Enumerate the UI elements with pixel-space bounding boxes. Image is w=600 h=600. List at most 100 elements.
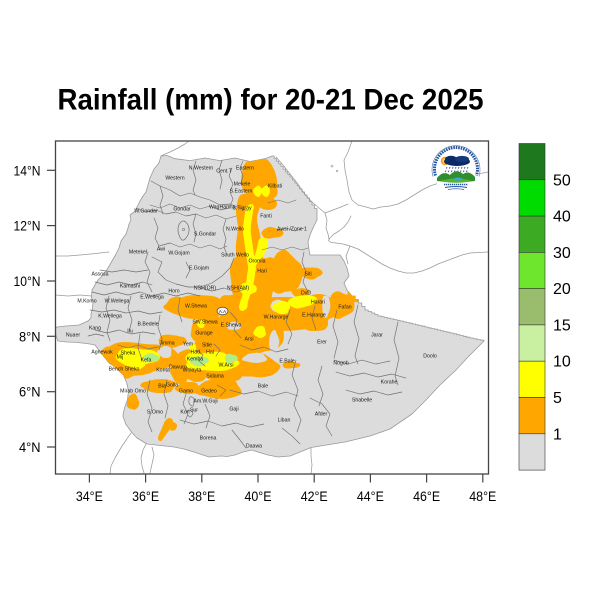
svg-text:10°N: 10°N [14, 274, 41, 290]
svg-text:Kang: Kang [89, 326, 101, 332]
svg-text:Cent.T: Cent.T [216, 169, 232, 175]
svg-text:Liban: Liban [278, 418, 291, 424]
svg-text:E.Bale: E.Bale [279, 359, 294, 365]
svg-text:Nogob: Nogob [333, 361, 348, 367]
svg-text:15: 15 [553, 317, 571, 334]
svg-text:1: 1 [553, 426, 562, 443]
svg-text:Oromia: Oromia [248, 259, 265, 265]
svg-text:Western: Western [165, 176, 184, 182]
svg-text:Kilbati: Kilbati [268, 184, 282, 190]
svg-text:Kon: Kon [180, 410, 189, 416]
svg-text:36°E: 36°E [132, 489, 159, 505]
svg-text:40: 40 [553, 209, 571, 226]
svg-text:Daawa: Daawa [246, 444, 262, 450]
svg-text:Sur: Sur [190, 408, 198, 414]
svg-text:Afder: Afder [315, 412, 328, 418]
svg-text:S.Eastern: S.Eastern [230, 189, 253, 195]
svg-text:W.Wellega: W.Wellega [105, 299, 130, 305]
svg-text:Golla: Golla [166, 383, 178, 389]
svg-text:40°E: 40°E [245, 489, 272, 505]
svg-text:E.Hararge: E.Hararge [302, 313, 326, 319]
svg-text:Hal: Hal [206, 350, 214, 356]
svg-text:8°N: 8°N [19, 329, 41, 345]
svg-text:Harari: Harari [311, 300, 325, 306]
svg-text:S.Gondar: S.Gondar [194, 232, 216, 238]
svg-text:44°E: 44°E [357, 489, 384, 505]
svg-text:E.Gojam: E.Gojam [189, 266, 209, 272]
svg-text:N.Wello: N.Wello [226, 227, 244, 233]
svg-text:Eastern: Eastern [236, 166, 254, 172]
svg-text:M.Komo: M.Komo [77, 299, 96, 305]
svg-text:14°N: 14°N [14, 163, 41, 179]
svg-text:Fanti: Fanti [260, 214, 272, 220]
svg-text:48°E: 48°E [469, 489, 496, 505]
svg-text:Mirab Omo: Mirab Omo [120, 389, 146, 395]
svg-text:Bale: Bale [258, 384, 268, 390]
svg-text:N.Western: N.Western [189, 166, 214, 172]
svg-text:NSH(OR): NSH(OR) [194, 286, 216, 292]
svg-text:Kefa: Kefa [141, 358, 152, 364]
svg-text:W.Shewa: W.Shewa [185, 304, 207, 310]
svg-text:Mij: Mij [117, 355, 124, 361]
svg-text:B.Bedele: B.Bedele [137, 322, 158, 328]
svg-text:Gaji: Gaji [229, 407, 238, 413]
svg-text:Fafan: Fafan [338, 305, 351, 311]
svg-text:A.A: A.A [219, 309, 226, 314]
svg-text:Bench Sheko: Bench Sheko [109, 367, 140, 373]
svg-text:Horo: Horo [168, 289, 179, 295]
svg-text:Assosa: Assosa [91, 272, 108, 278]
svg-text:W.Arsi: W.Arsi [219, 363, 234, 369]
svg-text:Metekel: Metekel [129, 250, 147, 256]
svg-text:12°N: 12°N [14, 219, 41, 235]
svg-text:W.Hararge: W.Hararge [264, 315, 289, 321]
svg-text:E.Wellega: E.Wellega [140, 295, 164, 301]
svg-text:Doolo: Doolo [423, 354, 437, 360]
svg-text:42°E: 42°E [301, 489, 328, 505]
svg-text:NSH(AM): NSH(AM) [227, 286, 249, 292]
svg-text:Gedeo: Gedeo [201, 389, 217, 395]
svg-text:30: 30 [553, 245, 571, 262]
svg-text:10: 10 [553, 354, 571, 371]
svg-text:38°E: 38°E [188, 489, 215, 505]
svg-text:Erer: Erer [317, 340, 327, 346]
svg-text:Konta: Konta [156, 368, 170, 374]
svg-text:5: 5 [553, 390, 562, 407]
svg-text:Arsi: Arsi [245, 337, 254, 343]
svg-text:Hari: Hari [257, 269, 267, 275]
svg-text:Nuaer: Nuaer [66, 333, 80, 339]
svg-text:Awsi /Zone 1: Awsi /Zone 1 [277, 227, 307, 233]
svg-text:SW.Shewa: SW.Shewa [192, 320, 217, 326]
svg-text:Gondar: Gondar [173, 207, 191, 213]
svg-text:South Wello: South Wello [221, 253, 249, 259]
svg-text:Dawuro: Dawuro [169, 365, 187, 371]
svg-text:W.Gondar: W.Gondar [134, 209, 158, 215]
svg-text:W.Guji: W.Guji [202, 399, 217, 405]
svg-text:Kemba: Kemba [187, 357, 204, 363]
svg-text:Agnewak: Agnewak [91, 350, 113, 356]
svg-text:20: 20 [553, 281, 571, 298]
svg-text:Gurage: Gurage [195, 331, 212, 337]
svg-text:Wolayta: Wolayta [183, 368, 202, 374]
svg-text:Kamashi: Kamashi [120, 284, 140, 290]
svg-text:Jimma: Jimma [159, 341, 174, 347]
svg-text:E.Shewa: E.Shewa [221, 323, 242, 329]
svg-text:Ilu: Ilu [127, 329, 133, 335]
svg-text:WagHamra: WagHamra [209, 205, 235, 211]
svg-text:Siti: Siti [304, 272, 311, 278]
svg-text:Bia: Bia [158, 384, 166, 390]
svg-text:Jarar: Jarar [371, 333, 383, 339]
svg-text:46°E: 46°E [413, 489, 440, 505]
svg-text:Am.: Am. [193, 399, 202, 405]
svg-text:Shabelle: Shabelle [352, 398, 372, 404]
svg-text:S.Omo: S.Omo [147, 410, 163, 416]
svg-text:Had.: Had. [191, 350, 202, 356]
svg-text:Gamo: Gamo [179, 389, 193, 395]
svg-text:Sidama: Sidama [206, 374, 224, 380]
svg-text:Sitie: Sitie [202, 343, 212, 349]
svg-text:Awi: Awi [157, 247, 165, 253]
svg-text:Mekele: Mekele [234, 182, 251, 188]
svg-text:Rainfall (mm) for 20-21 Dec 20: Rainfall (mm) for 20-21 Dec 2025 [58, 84, 484, 117]
svg-text:S.Tigray: S.Tigray [232, 206, 252, 212]
svg-text:DxD: DxD [301, 291, 311, 297]
svg-text:34°E: 34°E [76, 489, 103, 505]
